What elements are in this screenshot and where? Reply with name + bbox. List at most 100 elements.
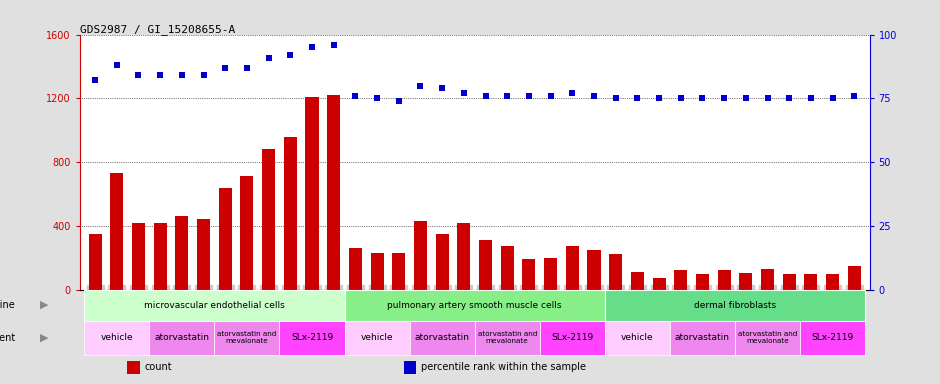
Bar (805, 273, 818, 290)
Bar (631, 272, 644, 290)
Bar (262, 149, 275, 290)
Bar (501, 247, 514, 290)
Text: atorvastatin: atorvastatin (154, 333, 210, 342)
Text: atorvastatin: atorvastatin (675, 333, 730, 342)
Bar (306, 97, 319, 290)
Text: atorvastatin and
mevalonate: atorvastatin and mevalonate (217, 331, 276, 344)
Bar (740, 273, 752, 290)
Point (87, 78, 102, 84)
Bar (410, 321, 475, 355)
Point (522, 93, 537, 99)
Bar (88, 234, 102, 290)
Point (651, 95, 666, 101)
Bar (414, 221, 427, 290)
Point (565, 90, 580, 96)
Text: SLx-2119: SLx-2119 (811, 333, 854, 342)
Point (152, 72, 167, 78)
Text: ▶: ▶ (40, 333, 49, 343)
Bar (214, 321, 279, 355)
Point (348, 93, 363, 99)
Bar (110, 173, 123, 290)
Bar (475, 321, 540, 355)
Point (738, 95, 753, 101)
Point (434, 85, 449, 91)
Bar (696, 273, 709, 290)
Point (391, 98, 406, 104)
Bar (403, 361, 416, 374)
Bar (800, 321, 865, 355)
Text: vehicle: vehicle (101, 333, 133, 342)
Point (109, 62, 124, 68)
Bar (284, 137, 297, 290)
Point (760, 95, 776, 101)
Point (478, 93, 494, 99)
Bar (604, 290, 865, 321)
Point (131, 72, 146, 78)
Bar (674, 270, 687, 290)
Text: atorvastatin: atorvastatin (415, 333, 470, 342)
Point (587, 93, 602, 99)
Point (240, 65, 255, 71)
Bar (670, 321, 735, 355)
Point (825, 95, 840, 101)
Point (326, 42, 341, 48)
Point (413, 83, 428, 89)
Bar (848, 266, 861, 290)
Bar (149, 321, 214, 355)
Point (196, 72, 212, 78)
Text: SLx-2119: SLx-2119 (551, 333, 593, 342)
Text: ▶: ▶ (40, 300, 49, 310)
Point (630, 95, 645, 101)
Bar (345, 290, 604, 321)
Bar (717, 270, 730, 290)
Bar (588, 250, 601, 290)
Point (804, 95, 819, 101)
Bar (392, 253, 405, 290)
Bar (604, 321, 670, 355)
Bar (566, 247, 579, 290)
Point (695, 95, 710, 101)
Bar (458, 223, 470, 290)
Point (716, 95, 731, 101)
Bar (153, 223, 166, 290)
Bar (176, 216, 188, 290)
Bar (241, 176, 254, 290)
Text: SLx-2119: SLx-2119 (290, 333, 333, 342)
Text: count: count (145, 362, 172, 372)
Point (608, 95, 623, 101)
Text: cell line: cell line (0, 300, 15, 310)
Text: GDS2987 / GI_15208655-A: GDS2987 / GI_15208655-A (80, 24, 235, 35)
Bar (652, 278, 666, 290)
Point (847, 93, 862, 99)
Point (369, 95, 384, 101)
Bar (85, 321, 149, 355)
Text: microvascular endothelial cells: microvascular endothelial cells (144, 301, 285, 310)
Point (174, 72, 189, 78)
Point (218, 65, 233, 71)
Point (305, 44, 320, 50)
Bar (783, 273, 796, 290)
Bar (219, 187, 232, 290)
Bar (826, 273, 839, 290)
Text: vehicle: vehicle (361, 333, 394, 342)
Point (543, 93, 558, 99)
Bar (327, 95, 340, 290)
Text: atorvastatin and
mevalonate: atorvastatin and mevalonate (478, 331, 537, 344)
Bar (479, 240, 492, 290)
Bar (127, 361, 140, 374)
Bar (523, 259, 536, 290)
Bar (370, 253, 384, 290)
Bar (345, 321, 410, 355)
Text: vehicle: vehicle (621, 333, 653, 342)
Text: dermal fibroblasts: dermal fibroblasts (694, 301, 776, 310)
Point (500, 93, 515, 99)
Bar (197, 219, 210, 290)
Bar (735, 321, 800, 355)
Bar (609, 255, 622, 290)
Bar (85, 290, 345, 321)
Point (261, 55, 276, 61)
Bar (540, 321, 604, 355)
Point (782, 95, 797, 101)
Text: atorvastatin and
mevalonate: atorvastatin and mevalonate (738, 331, 797, 344)
Text: percentile rank within the sample: percentile rank within the sample (421, 362, 586, 372)
